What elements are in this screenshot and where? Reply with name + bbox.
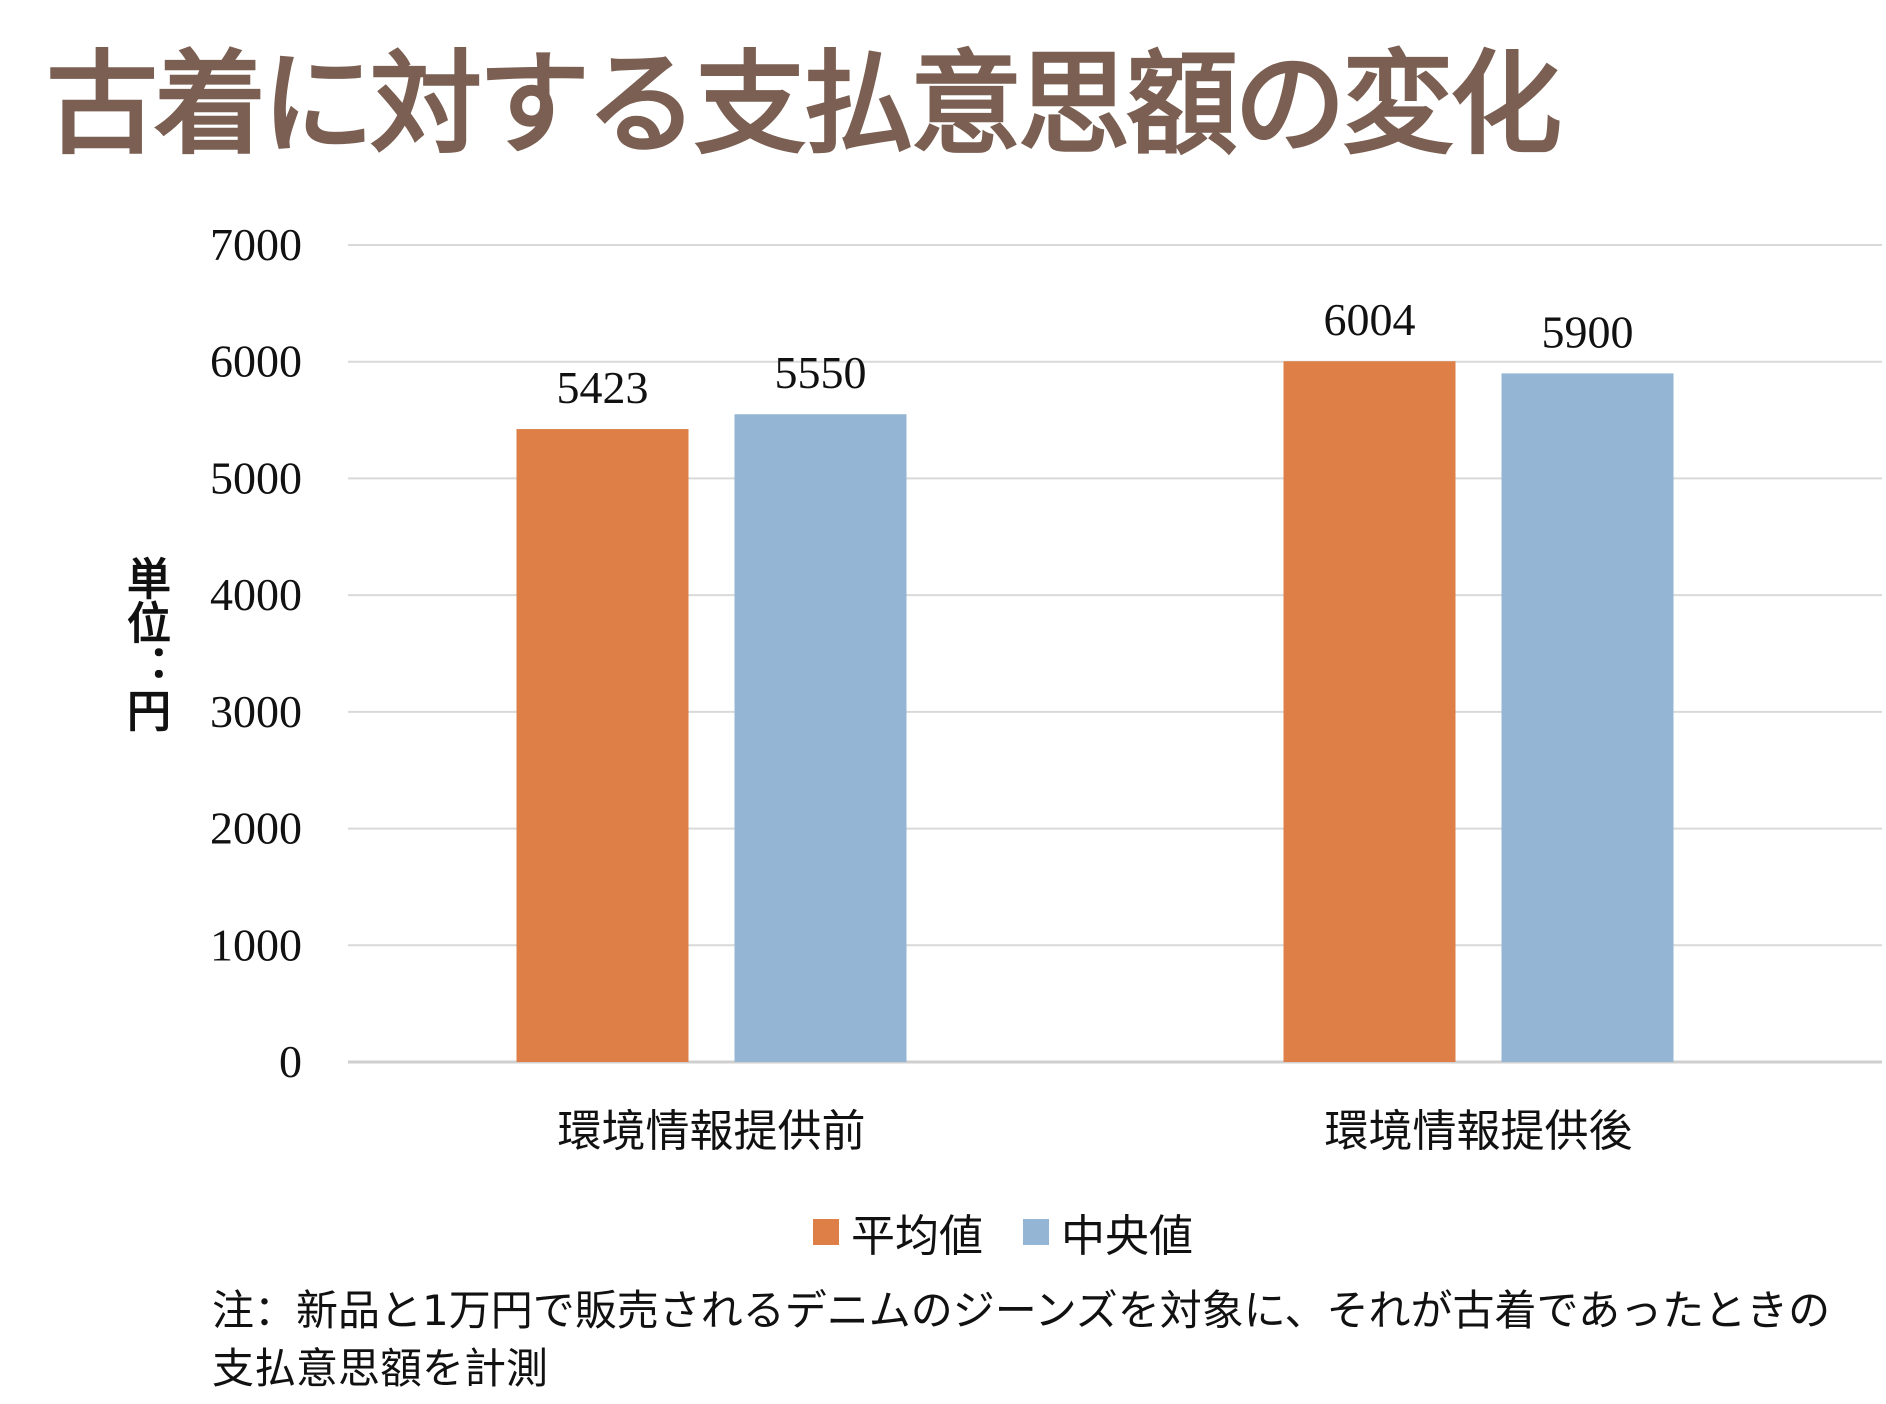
- y-tick-label: 5000: [210, 452, 302, 503]
- bar-median: [734, 414, 907, 1062]
- y-tick-label: 2000: [210, 803, 302, 854]
- legend-item-mean: 平均値: [813, 1200, 983, 1264]
- bar-mean: [1283, 361, 1456, 1062]
- x-category-label: 環境情報提供後: [1325, 1106, 1633, 1157]
- data-label: 5550: [775, 347, 867, 398]
- y-axis-label: 単位：円: [119, 556, 170, 732]
- legend: 平均値 中央値: [0, 1200, 1886, 1264]
- data-label: 5423: [557, 362, 649, 413]
- footnote: 注：新品と1万円で販売されるデニムのジーンズを対象に、それが古着であったときの支…: [212, 1286, 1831, 1393]
- legend-swatch-median: [1023, 1219, 1049, 1245]
- y-tick-label: 1000: [210, 919, 302, 970]
- y-tick-label: 3000: [210, 686, 302, 737]
- legend-label-median: 中央値: [1061, 1211, 1193, 1262]
- legend-label-mean: 平均値: [851, 1211, 983, 1262]
- y-tick-label: 4000: [210, 569, 302, 620]
- y-tick-label: 6000: [210, 336, 302, 387]
- legend-item-median: 中央値: [1023, 1200, 1193, 1264]
- chart-title: 古着に対する支払意思額の変化: [46, 40, 1562, 170]
- y-tick-label: 0: [279, 1036, 302, 1087]
- y-tick-label: 7000: [210, 219, 302, 270]
- data-label: 5900: [1542, 306, 1634, 357]
- data-label: 6004: [1324, 294, 1416, 345]
- legend-swatch-mean: [813, 1219, 839, 1245]
- x-category-label: 環境情報提供前: [558, 1106, 866, 1157]
- bar-median: [1501, 373, 1674, 1062]
- bar-mean: [516, 429, 689, 1062]
